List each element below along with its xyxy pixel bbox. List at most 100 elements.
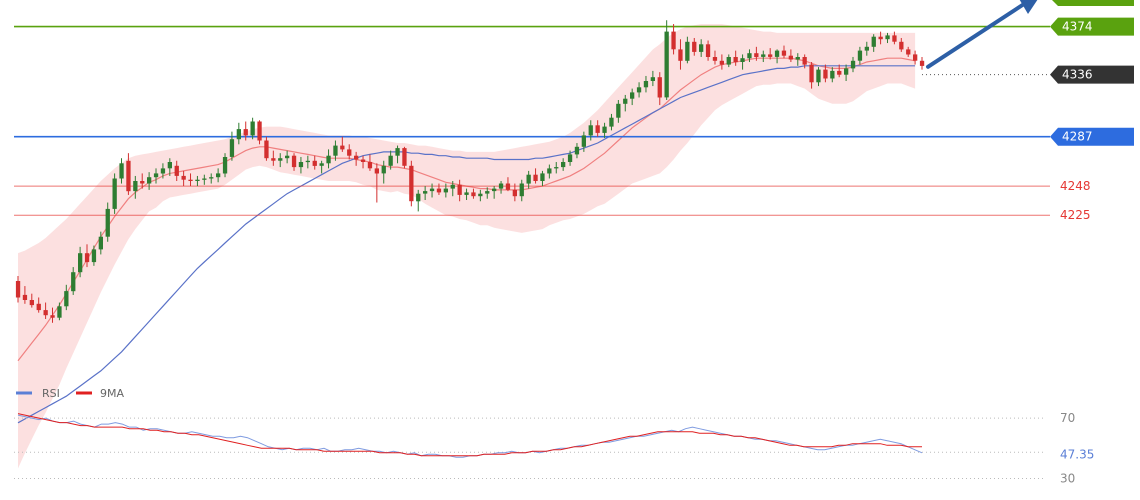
candle (278, 153, 283, 168)
candle (105, 202, 110, 242)
candle-body (174, 165, 179, 176)
candle (464, 188, 469, 200)
candle (788, 49, 793, 63)
candle (15, 275, 21, 303)
candle (181, 170, 186, 187)
candle-body (802, 57, 807, 65)
candle-body (50, 315, 55, 318)
candle (78, 246, 83, 278)
candle (478, 189, 483, 202)
candle (84, 244, 90, 268)
candle-body (844, 68, 849, 75)
candle (547, 164, 552, 179)
candle-body (837, 70, 842, 75)
candle (160, 163, 166, 179)
level-4225: 4225 (14, 208, 1091, 222)
candle-body (181, 175, 186, 180)
candle (36, 297, 41, 313)
candle-body (457, 184, 462, 195)
candle-body (319, 163, 324, 166)
level-4336: 4336 (922, 65, 1134, 84)
candle-body (216, 173, 221, 178)
candle-body (98, 236, 103, 250)
candle-body (885, 35, 890, 40)
candle (844, 64, 849, 82)
candle-body (153, 173, 159, 178)
candle (850, 56, 856, 73)
candle (540, 170, 545, 187)
candle (167, 158, 172, 176)
candle-body (685, 41, 690, 61)
candle (512, 183, 517, 202)
candle (50, 307, 55, 323)
candle-body (416, 193, 421, 202)
candle-body (733, 57, 738, 63)
candle (71, 267, 76, 295)
level-label: 4225 (1060, 208, 1091, 222)
candle-body (547, 168, 552, 174)
candle-body (64, 291, 69, 307)
moving-average-blue (17, 65, 916, 424)
candle (436, 183, 442, 195)
candle-body (830, 70, 835, 79)
candle-body (712, 57, 718, 61)
candle (485, 187, 490, 199)
candle (885, 32, 890, 44)
candle-body (354, 155, 359, 160)
candle-body (650, 77, 655, 81)
candle-body (374, 168, 379, 174)
candle-body (602, 126, 607, 133)
candle (305, 155, 310, 169)
candle-body (726, 57, 731, 65)
candles (15, 20, 925, 323)
candle (271, 150, 276, 166)
candle (57, 302, 62, 321)
rsi-legend: RSI 9MA (16, 387, 124, 400)
candle-body (423, 191, 428, 194)
candle (643, 75, 649, 93)
arrow-shaft (926, 2, 1026, 69)
candle-body (526, 174, 531, 184)
candle (429, 183, 435, 198)
candle (533, 168, 538, 184)
level-tag (1050, 17, 1134, 36)
candle (692, 37, 697, 56)
candle (567, 150, 573, 166)
level-label: 4287 (1062, 130, 1093, 144)
candle-body (774, 50, 780, 57)
candle (395, 145, 400, 164)
candle (347, 144, 352, 160)
candle-body (71, 272, 76, 292)
candle-body (740, 58, 745, 62)
candle-body (209, 177, 214, 179)
candle-body (112, 178, 117, 209)
candle (630, 88, 635, 106)
candle (774, 49, 780, 64)
candle-body (133, 181, 138, 192)
candle-body (899, 41, 904, 50)
candle-body (505, 183, 511, 190)
candle-body (781, 50, 787, 56)
candle-body (402, 148, 407, 166)
candle-body (126, 160, 131, 192)
candle-body (719, 60, 724, 65)
candle (195, 175, 200, 187)
candle (285, 150, 290, 164)
candle-body (78, 253, 83, 273)
candle (188, 173, 193, 187)
candle-body (29, 300, 34, 306)
candle-body (202, 178, 207, 180)
level-tag (1050, 65, 1134, 84)
candle (333, 140, 338, 161)
candle-body (595, 125, 600, 133)
level-label: 4336 (1062, 68, 1093, 82)
candle-body (533, 174, 538, 181)
candle-body (581, 135, 586, 147)
candle (830, 67, 835, 83)
candle (98, 231, 103, 255)
candle-body (498, 183, 504, 189)
candle (91, 245, 97, 266)
candle-body (554, 167, 559, 169)
candle-body (257, 121, 262, 141)
candle-body (678, 49, 683, 61)
